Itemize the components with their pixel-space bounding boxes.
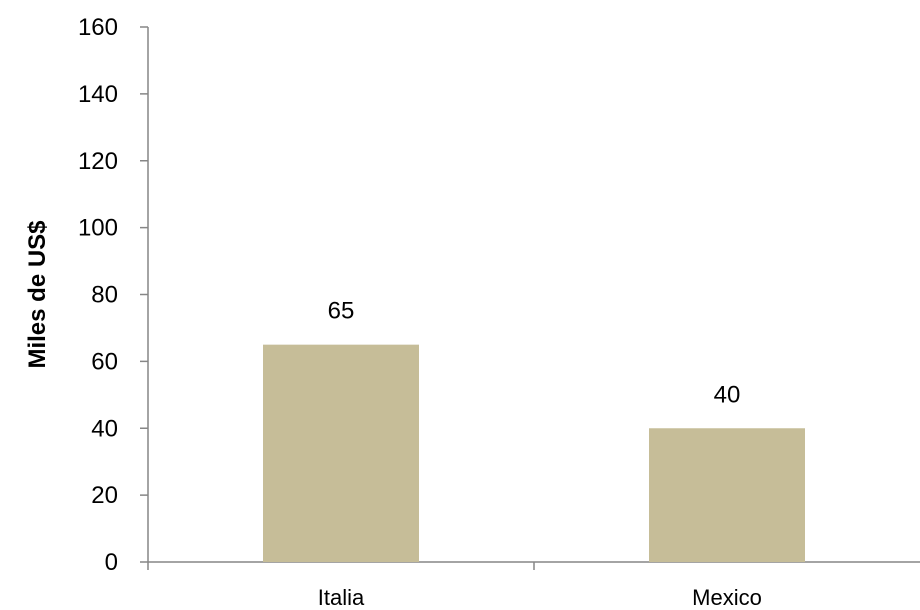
y-tick-label: 80 [91, 282, 118, 309]
bar-italia [263, 344, 419, 562]
bar-value-label: 65 [328, 298, 355, 325]
y-tick-label: 40 [91, 415, 118, 442]
y-axis-title: Miles de US$ [24, 220, 51, 369]
y-tick-label: 120 [78, 148, 118, 175]
bars [263, 344, 805, 562]
y-tick-label: 140 [78, 81, 118, 108]
y-tick-label: 60 [91, 348, 118, 375]
y-tick-label: 0 [105, 549, 118, 576]
x-category-label: Italia [318, 585, 365, 610]
x-category-label: Mexico [692, 585, 762, 610]
x-axis: Italia Mexico [147, 561, 920, 610]
bar-value-label: 40 [714, 381, 741, 408]
data-labels: 65 40 [328, 298, 741, 409]
y-axis: 0 20 40 60 80 100 120 140 160 [78, 14, 149, 576]
y-tick-label: 20 [91, 482, 118, 509]
y-tick-label: 100 [78, 215, 118, 242]
y-tick-label: 160 [78, 14, 118, 41]
bar-mexico [649, 428, 805, 562]
